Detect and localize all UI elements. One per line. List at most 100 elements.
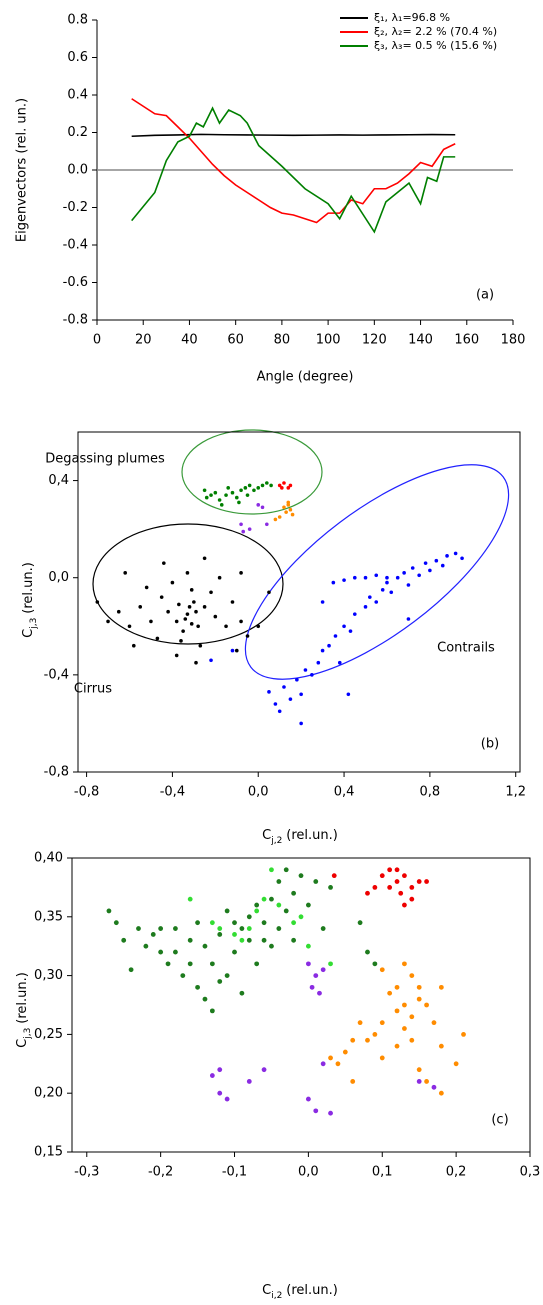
point (260, 483, 265, 488)
y-tick-label: 0,20 (34, 1086, 63, 1101)
point (217, 1067, 223, 1073)
point (394, 984, 400, 990)
point (187, 937, 193, 943)
point (394, 867, 400, 873)
point (385, 580, 389, 585)
point (226, 486, 230, 490)
point (159, 595, 164, 599)
point (288, 483, 293, 488)
point (416, 879, 422, 884)
point (298, 873, 304, 879)
point (276, 926, 282, 931)
point (309, 984, 315, 990)
y-tick-label: 0,0 (48, 570, 69, 585)
point (282, 481, 286, 485)
point (402, 873, 407, 879)
point (202, 556, 207, 561)
y-tick-label: -0,8 (44, 765, 69, 780)
point (195, 984, 200, 990)
point (276, 902, 282, 908)
point (143, 943, 149, 949)
annotation: (b) (481, 737, 499, 752)
point (189, 622, 194, 626)
point (320, 648, 325, 653)
point (256, 486, 261, 490)
annotation: Contrails (437, 641, 495, 656)
point (409, 896, 415, 902)
point (239, 619, 243, 624)
point (305, 1096, 311, 1102)
point (194, 660, 198, 665)
point (409, 1037, 415, 1043)
point (350, 1037, 356, 1043)
x-tick-label: 160 (454, 333, 479, 348)
point (174, 653, 179, 658)
point (95, 600, 100, 604)
point (239, 937, 245, 943)
point (410, 566, 415, 570)
point (282, 505, 286, 510)
point (333, 634, 338, 638)
point (217, 926, 223, 931)
point (217, 1090, 223, 1096)
point (269, 943, 274, 949)
point (116, 609, 121, 614)
y-tick-label: 0,15 (34, 1145, 63, 1160)
point (232, 949, 237, 955)
point (202, 943, 208, 949)
point (217, 498, 222, 502)
point (357, 920, 363, 926)
annotation: Cirrus (74, 682, 112, 697)
point (310, 673, 314, 677)
point (283, 867, 289, 873)
point (438, 984, 444, 990)
y-tick-label: -0.8 (63, 313, 88, 328)
point (224, 1096, 230, 1102)
point (261, 896, 267, 902)
point (209, 658, 213, 663)
point (394, 1043, 400, 1049)
point (254, 961, 260, 967)
point (230, 600, 235, 604)
x-tick-label: -0,8 (74, 785, 99, 800)
point (313, 1108, 319, 1114)
point (352, 575, 357, 580)
point (261, 937, 267, 943)
point (209, 493, 213, 497)
label-unit: (rel.un.) (286, 1283, 338, 1298)
x-tick-label: 0 (93, 333, 101, 348)
point (445, 554, 449, 558)
point (417, 573, 421, 578)
point (379, 873, 385, 879)
point (357, 1020, 363, 1026)
point (291, 920, 297, 926)
y-axis-label: Cj,3 (rel.un.) (15, 972, 33, 1048)
point (320, 1061, 326, 1067)
point (295, 677, 299, 682)
point (185, 571, 190, 575)
point (346, 692, 351, 697)
point (453, 551, 458, 556)
x-tick-label: -0,1 (222, 1165, 247, 1180)
point (254, 902, 260, 908)
point (246, 937, 252, 943)
label-symbol: C (21, 629, 36, 638)
point (245, 493, 250, 497)
x-tick-label: 80 (274, 333, 291, 348)
point (409, 973, 415, 978)
point (217, 932, 223, 937)
point (416, 1067, 422, 1073)
label-unit: (rel.un.) (21, 562, 36, 614)
x-tick-label: 140 (408, 333, 433, 348)
point (162, 561, 166, 565)
point (131, 643, 136, 648)
point (313, 879, 319, 884)
point (239, 926, 245, 931)
x-tick-label: 120 (362, 333, 387, 348)
point (402, 1002, 407, 1008)
point (187, 961, 193, 967)
y-tick-label: -0.4 (63, 238, 88, 253)
point (313, 973, 319, 978)
point (342, 578, 346, 582)
point (372, 1032, 378, 1037)
